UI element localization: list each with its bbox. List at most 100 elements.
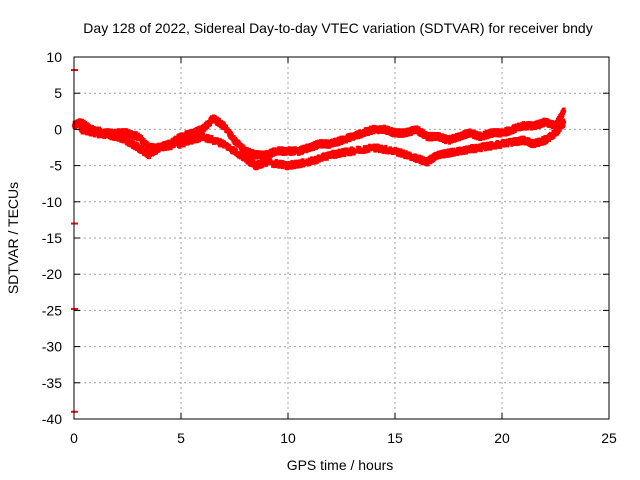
data-point [139,135,143,139]
data-point [489,130,494,136]
data-point [464,151,468,155]
data-point [134,131,138,135]
data-point [435,156,439,160]
data-point [489,147,493,151]
data-point [349,152,353,157]
data-point [122,135,126,139]
data-point [296,148,301,154]
data-point [217,118,221,122]
data-point [476,148,480,152]
data-series-2 [78,118,567,171]
data-point [470,144,474,148]
data-point [426,163,430,167]
data-point [180,144,184,148]
data-point [91,128,96,132]
data-point [384,144,388,149]
data-point [92,126,96,130]
data-point [275,148,280,154]
data-point [294,160,299,164]
data-point [241,152,245,156]
data-point [506,144,510,148]
data-layer [71,69,567,413]
data-point [190,135,194,139]
data-point [224,124,228,128]
data-point [233,136,238,140]
data-point [101,129,105,134]
data-point [280,163,284,167]
data-point [342,135,346,139]
data-point [325,157,329,161]
data-point [408,152,412,156]
data-point [234,148,238,152]
data-point [498,145,503,149]
data-point [117,138,121,142]
data-point [320,158,324,162]
data-point [261,164,265,168]
data-point [371,127,376,132]
data-point [238,150,242,155]
data-point [189,130,194,136]
data-point [516,142,520,146]
data-point [282,152,286,156]
data-point [211,138,216,142]
data-point [447,141,452,145]
data-point [362,150,366,155]
data-point [213,137,217,141]
data-point [561,109,567,114]
data-point [488,134,492,138]
data-point [450,151,455,155]
data-point [562,107,566,111]
data-point [157,149,161,153]
data-point [252,149,256,153]
data-point [264,152,269,157]
data-point [169,147,173,151]
data-point [307,145,312,150]
data-point [479,148,484,152]
data-point [446,138,451,143]
data-point [178,134,184,139]
data-point [216,117,220,121]
data-point [343,153,347,157]
data-point [232,138,237,143]
data-point [299,164,303,169]
data-point [269,158,273,163]
data-point [397,149,401,153]
data-point [380,144,384,149]
data-point [345,149,349,153]
data-point [459,151,463,155]
data-point [139,150,143,154]
data-point [456,146,460,151]
data-point [414,127,419,132]
data-point [514,139,518,143]
data-point [78,119,83,125]
data-point [204,139,208,143]
data-point [200,127,205,132]
data-point [292,152,296,156]
data-point [315,160,319,164]
data-point [120,135,124,140]
data-point [118,136,122,140]
data-point [230,133,234,137]
data-point [473,145,477,150]
data-point [205,136,209,141]
data-point [510,143,514,147]
data-point [181,141,186,146]
data-point [301,158,305,162]
data-point [220,139,224,143]
data-point [461,151,466,155]
data-point [467,130,473,136]
data-point [98,135,102,139]
data-point [404,150,408,154]
data-point [142,137,146,142]
data-point [264,157,268,161]
data-point [243,148,248,154]
data-point [231,146,235,150]
data-point [274,158,278,163]
data-point [96,133,100,137]
data-point [301,160,305,164]
data-point [182,144,186,148]
data-point [542,119,547,125]
data-point [521,123,526,128]
data-point [88,124,92,128]
